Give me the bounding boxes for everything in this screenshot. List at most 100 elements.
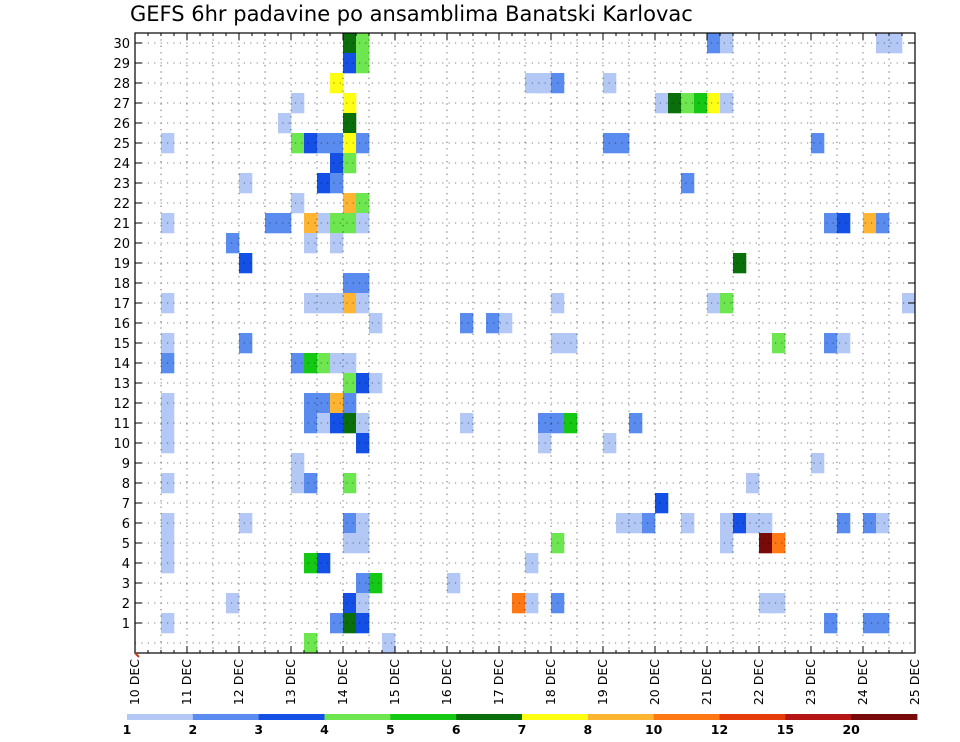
grid-layer <box>135 33 915 653</box>
precip-cell <box>356 373 370 394</box>
precip-cell <box>707 293 721 314</box>
x-tick-label: 14 DEC <box>335 659 350 705</box>
colorbar-swatch <box>324 714 391 720</box>
precip-cell <box>330 413 344 434</box>
precip-cell <box>317 293 331 314</box>
precip-cell <box>525 593 539 614</box>
precip-cell <box>343 613 357 634</box>
precip-cell <box>460 313 474 334</box>
x-tick-label: 17 DEC <box>491 659 506 705</box>
colorbar-swatch <box>127 714 194 720</box>
colorbar-swatch <box>390 714 457 720</box>
precip-cell <box>343 413 357 434</box>
colorbar-swatch <box>258 714 325 720</box>
precip-cell <box>863 213 877 234</box>
precip-cell <box>356 413 370 434</box>
x-tick-label: 11 DEC <box>179 659 194 705</box>
precip-cell <box>330 133 344 154</box>
colorbar-swatch <box>785 714 852 720</box>
precip-cell <box>304 353 318 374</box>
precip-cell <box>343 33 357 54</box>
precip-cell <box>876 213 890 234</box>
origin-marker <box>134 652 140 658</box>
precip-cell <box>824 333 838 354</box>
precip-cell <box>824 213 838 234</box>
colorbar-swatch <box>522 714 589 720</box>
precip-cell <box>876 613 890 634</box>
y-tick-label: 1 <box>122 617 130 632</box>
x-tick-label: 16 DEC <box>439 659 454 705</box>
colorbar-swatch <box>653 714 720 720</box>
colorbar-label: 20 <box>842 722 860 737</box>
precip-cell <box>343 373 357 394</box>
precip-cell <box>681 513 695 534</box>
precip-cell <box>681 173 695 194</box>
precip-cell <box>720 293 734 314</box>
x-tick-label: 23 DEC <box>803 659 818 705</box>
precip-cell <box>629 413 643 434</box>
precip-cell <box>382 633 396 654</box>
precip-cell <box>720 513 734 534</box>
precip-cell <box>317 413 331 434</box>
precip-cell <box>369 573 383 594</box>
precip-cell <box>278 213 292 234</box>
precip-cell <box>343 93 357 114</box>
precip-cell <box>356 613 370 634</box>
precip-cell <box>343 213 357 234</box>
y-tick-label: 21 <box>113 217 130 232</box>
colorbar-swatch <box>587 714 655 720</box>
colorbar-label: 12 <box>711 722 728 737</box>
precip-cell <box>343 113 357 134</box>
colorbar-label: 1 <box>123 722 132 737</box>
precip-cell <box>525 73 539 94</box>
y-tick-label: 12 <box>113 397 130 412</box>
precip-cell <box>772 593 786 614</box>
precip-cell <box>239 173 253 194</box>
y-tick-label: 27 <box>113 97 130 112</box>
x-tick-label: 15 DEC <box>387 659 402 705</box>
y-tick-label: 22 <box>113 197 130 212</box>
y-tick-label: 4 <box>122 557 130 572</box>
precip-cell <box>343 533 357 554</box>
precip-cell <box>343 153 357 174</box>
precip-cell <box>356 193 370 214</box>
y-tick-label: 13 <box>113 377 130 392</box>
y-tick-label: 18 <box>113 277 130 292</box>
precip-cell <box>733 513 747 534</box>
colorbar-label: 10 <box>645 722 663 737</box>
precip-cell <box>343 353 357 374</box>
precip-cell <box>317 393 331 414</box>
precip-cell <box>746 473 760 494</box>
y-tick-label: 11 <box>113 417 130 432</box>
precip-cell <box>356 293 370 314</box>
precip-cell <box>330 233 344 254</box>
precip-cell <box>304 553 318 574</box>
precip-cell <box>291 93 305 114</box>
precip-cell <box>746 513 760 534</box>
precip-cell <box>291 133 305 154</box>
precip-cell <box>863 613 877 634</box>
y-tick-label: 20 <box>113 237 130 252</box>
colorbar-swatch <box>456 714 523 720</box>
precip-cell <box>239 513 253 534</box>
colorbar-label: 3 <box>254 722 263 737</box>
x-tick-label: 22 DEC <box>751 659 766 705</box>
colorbar-swatch <box>851 714 918 720</box>
precip-cell <box>668 93 682 114</box>
precip-cell <box>707 93 721 114</box>
precip-cell <box>343 393 357 414</box>
precip-cell <box>226 593 240 614</box>
precip-cell <box>616 513 630 534</box>
precip-cell <box>837 213 851 234</box>
precip-cell <box>291 353 305 374</box>
y-tick-label: 23 <box>113 177 130 192</box>
y-tick-label: 17 <box>113 297 130 312</box>
precip-cell <box>863 513 877 534</box>
precip-cell <box>356 133 370 154</box>
cells-layer <box>161 33 916 654</box>
precip-cell <box>837 333 851 354</box>
precip-cell <box>343 473 357 494</box>
precip-cell <box>239 333 253 354</box>
precip-cell <box>239 253 253 274</box>
x-tick-label: 10 DEC <box>127 659 142 705</box>
